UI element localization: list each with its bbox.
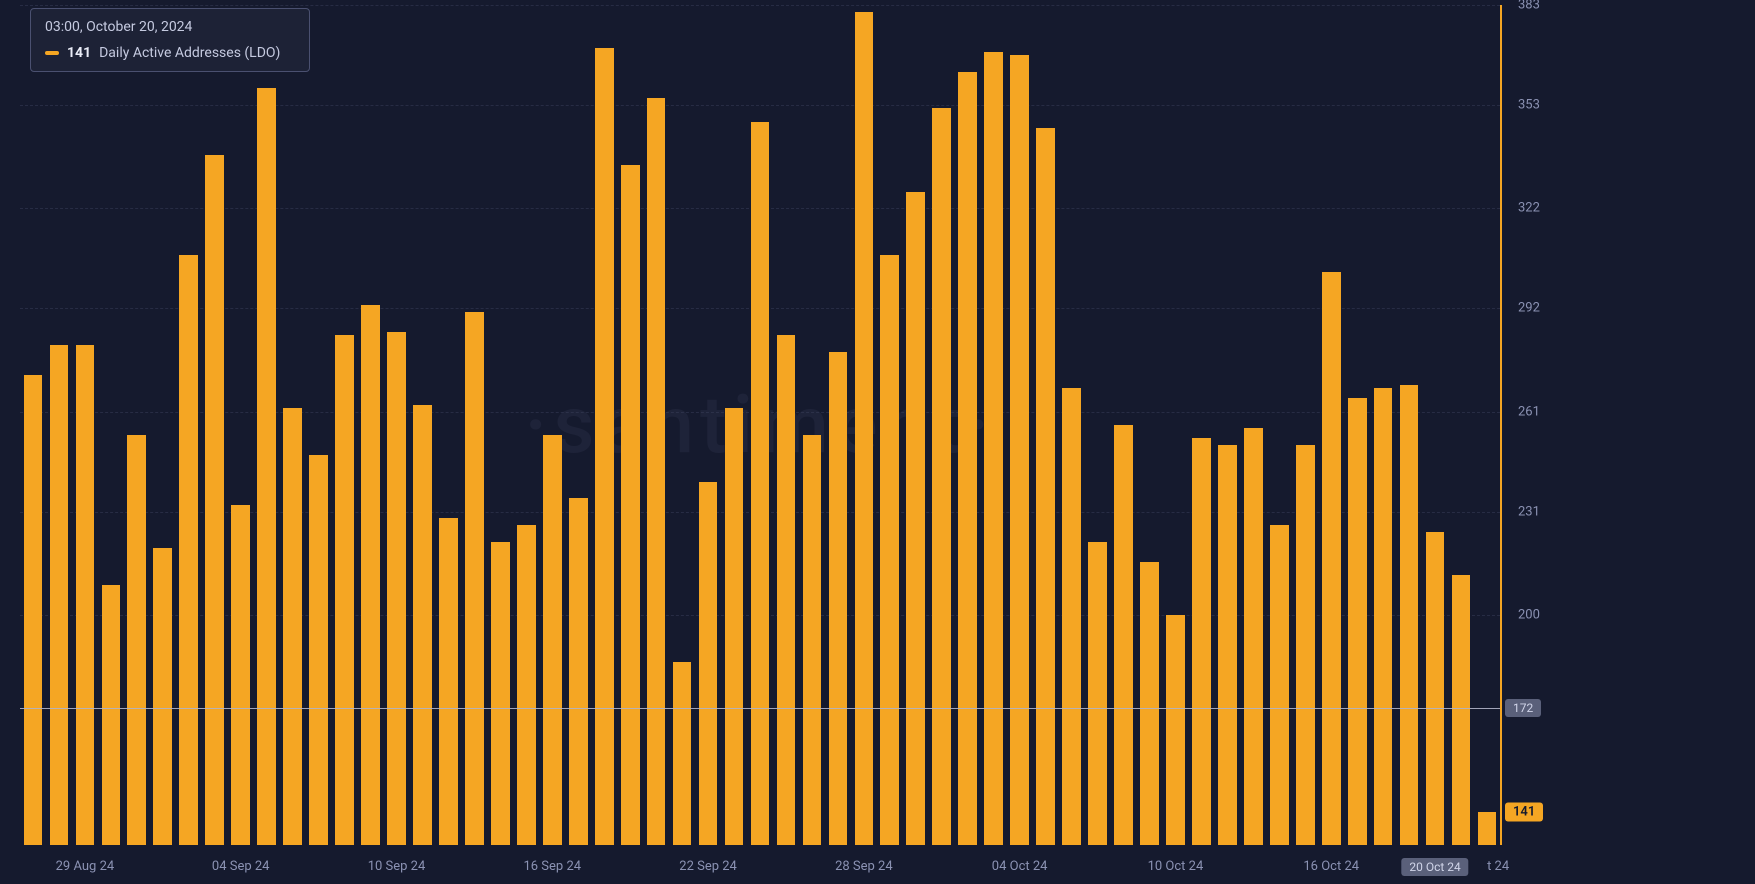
- bar[interactable]: [880, 255, 899, 845]
- bar[interactable]: [777, 335, 796, 845]
- y-current-badge: 141: [1505, 802, 1543, 821]
- bar[interactable]: [231, 505, 250, 845]
- x-tick-label: 28 Sep 24: [835, 859, 893, 874]
- y-tick-label: 383: [1518, 0, 1540, 13]
- bar[interactable]: [76, 345, 95, 845]
- y-tick-label: 322: [1518, 201, 1540, 216]
- bar[interactable]: [569, 498, 588, 845]
- bar[interactable]: [1426, 532, 1445, 845]
- bar[interactable]: [439, 518, 458, 845]
- tooltip-timestamp: 03:00, October 20, 2024: [45, 19, 295, 35]
- y-tick-label: 200: [1518, 608, 1540, 623]
- bar[interactable]: [127, 435, 146, 845]
- bar[interactable]: [855, 12, 874, 845]
- bar[interactable]: [1140, 562, 1159, 845]
- y-tick-label: 231: [1518, 504, 1540, 519]
- y-tick-label: 292: [1518, 301, 1540, 316]
- bar[interactable]: [413, 405, 432, 845]
- bar[interactable]: [621, 165, 640, 845]
- bar[interactable]: [283, 408, 302, 845]
- plot-area[interactable]: ·santiment·: [20, 5, 1500, 845]
- bar[interactable]: [465, 312, 484, 845]
- bar[interactable]: [751, 122, 770, 845]
- bar[interactable]: [1374, 388, 1393, 845]
- bar[interactable]: [932, 108, 951, 845]
- bar[interactable]: [491, 542, 510, 845]
- bar[interactable]: [803, 435, 822, 845]
- bar[interactable]: [1296, 445, 1315, 845]
- x-tick-label: 04 Sep 24: [212, 859, 270, 874]
- bar[interactable]: [1010, 55, 1029, 845]
- bar[interactable]: [984, 52, 1003, 845]
- bar[interactable]: [1244, 428, 1263, 845]
- tooltip-swatch-icon: [45, 51, 59, 55]
- y-axis-line: [1500, 5, 1502, 845]
- bar[interactable]: [153, 548, 172, 845]
- bars-group: [20, 5, 1500, 845]
- bar[interactable]: [829, 352, 848, 845]
- chart-container: ·santiment· 383 353 322 292 261 231 200 172 14…: [0, 0, 1755, 884]
- tooltip-series-label: Daily Active Addresses (LDO): [99, 45, 280, 61]
- bar[interactable]: [1036, 128, 1055, 845]
- bar[interactable]: [24, 375, 43, 845]
- bar[interactable]: [387, 332, 406, 845]
- bar[interactable]: [50, 345, 69, 845]
- bar[interactable]: [205, 155, 224, 845]
- x-tick-label: 10 Oct 24: [1148, 859, 1204, 874]
- x-tick-label: 10 Sep 24: [368, 859, 426, 874]
- bar[interactable]: [1452, 575, 1471, 845]
- bar[interactable]: [1114, 425, 1133, 845]
- bar[interactable]: [1166, 615, 1185, 845]
- bar[interactable]: [1062, 388, 1081, 845]
- crosshair-line: [20, 708, 1500, 709]
- x-tick-label: 22 Sep 24: [679, 859, 737, 874]
- bar[interactable]: [179, 255, 198, 845]
- bar[interactable]: [102, 585, 121, 845]
- bar[interactable]: [595, 48, 614, 845]
- tooltip: 03:00, October 20, 2024 141 Daily Active…: [30, 8, 310, 72]
- bar[interactable]: [309, 455, 328, 845]
- bar[interactable]: [1348, 398, 1367, 845]
- x-tick-label: 04 Oct 24: [992, 859, 1048, 874]
- bar[interactable]: [1192, 438, 1211, 845]
- bar[interactable]: [335, 335, 354, 845]
- bar[interactable]: [1478, 812, 1497, 845]
- bar[interactable]: [673, 662, 692, 845]
- tooltip-series-row: 141 Daily Active Addresses (LDO): [45, 45, 295, 61]
- bar[interactable]: [1088, 542, 1107, 845]
- bar[interactable]: [1400, 385, 1419, 845]
- bar[interactable]: [361, 305, 380, 845]
- bar[interactable]: [958, 72, 977, 845]
- x-tick-label: 16 Oct 24: [1303, 859, 1359, 874]
- bar[interactable]: [725, 408, 744, 845]
- bar[interactable]: [699, 482, 718, 845]
- bar[interactable]: [1218, 445, 1237, 845]
- bar[interactable]: [1270, 525, 1289, 845]
- y-tick-label: 353: [1518, 98, 1540, 113]
- y-tick-label: 261: [1518, 404, 1540, 419]
- bar[interactable]: [543, 435, 562, 845]
- bar[interactable]: [906, 192, 925, 845]
- bar[interactable]: [647, 98, 666, 845]
- x-tick-label: 29 Aug 24: [56, 859, 115, 874]
- x-trailing-label: t 24: [1487, 859, 1509, 874]
- bar[interactable]: [517, 525, 536, 845]
- bar[interactable]: [1322, 272, 1341, 845]
- bar[interactable]: [257, 88, 276, 845]
- x-current-badge: 20 Oct 24: [1401, 858, 1468, 876]
- x-tick-label: 16 Sep 24: [523, 859, 581, 874]
- y-marker-badge: 172: [1505, 699, 1541, 717]
- tooltip-value: 141: [67, 45, 91, 61]
